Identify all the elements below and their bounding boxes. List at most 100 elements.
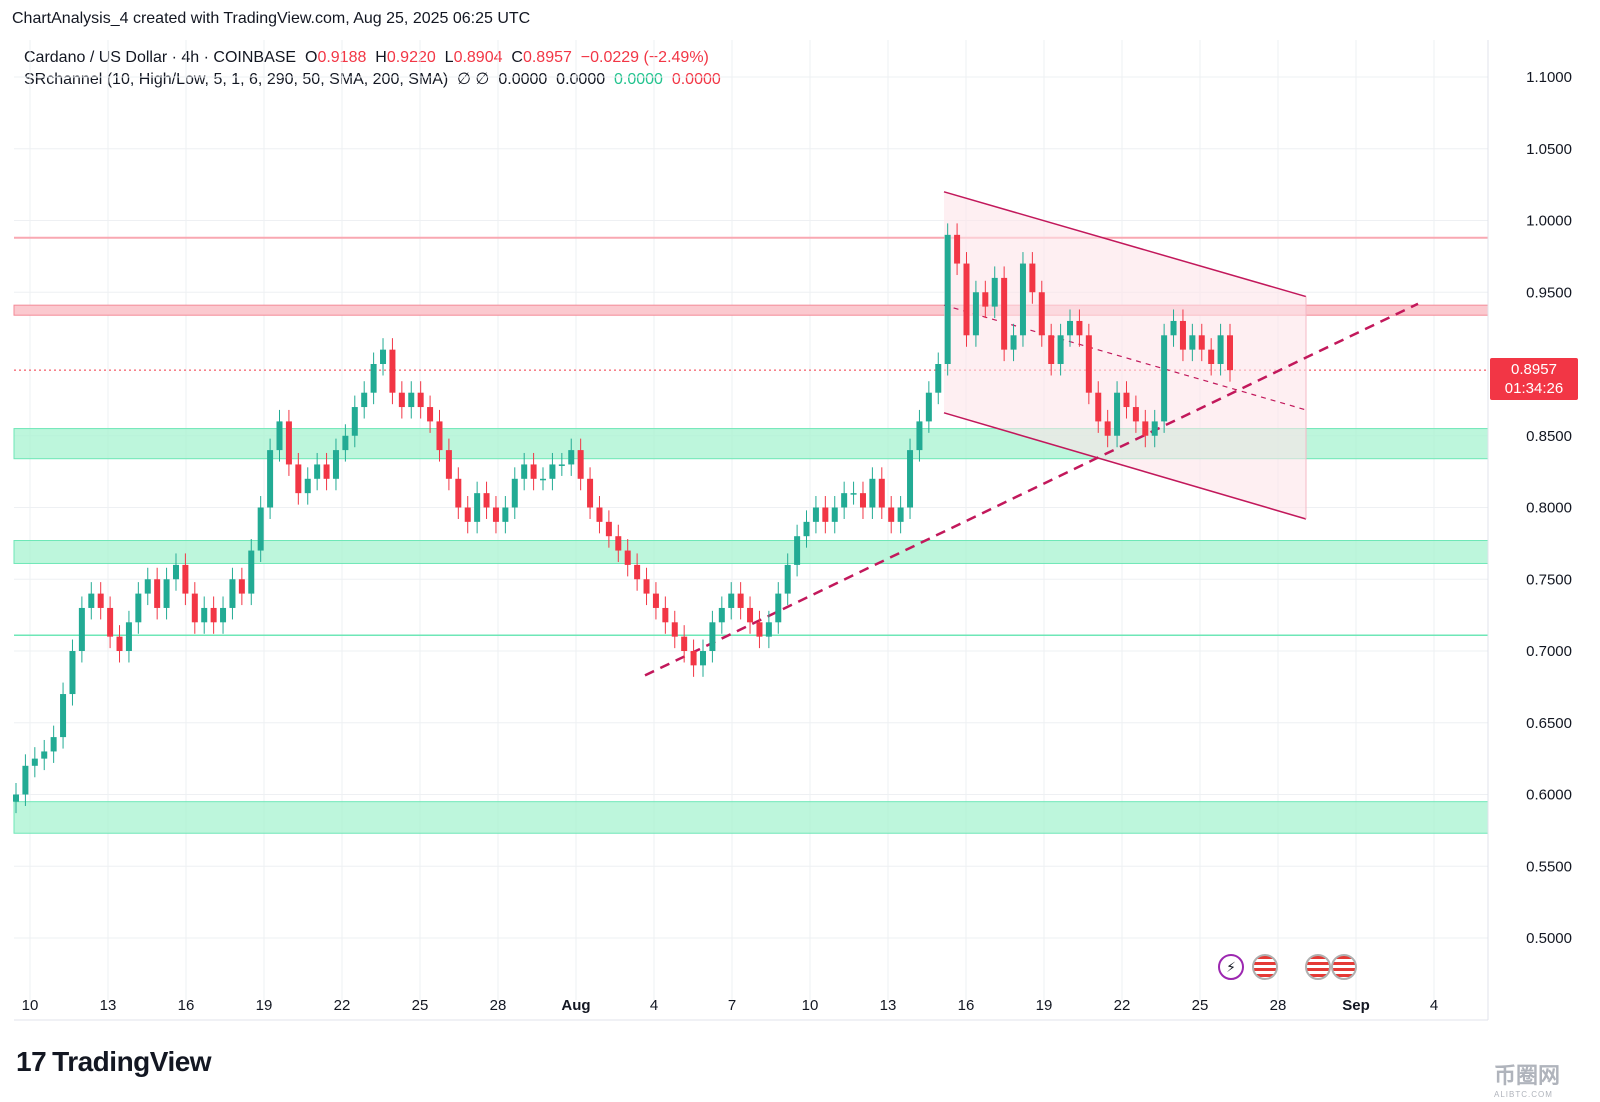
candle-body (1217, 335, 1224, 364)
candle-body (248, 550, 255, 594)
us-flag-event-icon[interactable] (1252, 954, 1278, 980)
candle-body (1189, 335, 1196, 350)
candle-body (925, 392, 932, 422)
candle-body (511, 478, 518, 508)
candle-body (935, 364, 942, 393)
candle-body (172, 564, 179, 580)
candle-body (605, 521, 612, 537)
candle-body (474, 493, 481, 522)
y-tick-label: 0.7500 (1526, 571, 1572, 588)
candle-body (652, 593, 659, 608)
rising-trendline (644, 302, 1419, 677)
candle-body (812, 507, 819, 522)
candle-body (380, 349, 387, 364)
change-value: −0.0229 (−2.49%) (580, 49, 709, 66)
candle-body (88, 593, 95, 608)
candle-body (361, 392, 368, 408)
candle-body (97, 593, 104, 608)
candle-body (1019, 263, 1026, 336)
x-tick-label: Sep (1342, 997, 1370, 1014)
candle-body (22, 765, 29, 795)
candle-body (747, 607, 754, 623)
x-tick-label: 19 (256, 997, 273, 1014)
y-tick-label: 0.5000 (1526, 930, 1572, 947)
candle-body (276, 421, 283, 451)
x-tick-label: 16 (178, 997, 195, 1014)
candle-body (455, 478, 462, 508)
candle-body (144, 579, 151, 594)
x-tick-label: 13 (100, 997, 117, 1014)
candle-body (1048, 335, 1055, 364)
candle-body (342, 435, 349, 451)
candle-body (1029, 263, 1036, 293)
candle-body (540, 478, 547, 481)
x-tick-label: 22 (1114, 997, 1131, 1014)
candle-body (1104, 421, 1111, 436)
candle-body (822, 507, 829, 522)
candle-body (314, 464, 321, 479)
indicator-value-4: 0.0000 (671, 71, 721, 88)
candle-body (549, 464, 556, 479)
candle-countdown: 01:34:26 (1504, 380, 1564, 397)
candle-body (220, 607, 227, 623)
indicator-visibility-icon[interactable]: ∅ ∅ (457, 71, 490, 88)
candle-body (982, 292, 989, 307)
candle-body (850, 493, 857, 495)
candle-body (464, 507, 471, 522)
candle-body (201, 607, 208, 623)
candle-body (615, 536, 622, 551)
y-tick-label: 0.8000 (1526, 500, 1572, 517)
candle-body (408, 392, 415, 408)
lightning-event-icon[interactable]: ⚡ (1218, 954, 1244, 980)
candle-body (521, 464, 528, 479)
candle-body (50, 737, 57, 752)
x-tick-label: 4 (1430, 997, 1438, 1014)
y-tick-label: 0.9500 (1526, 284, 1572, 301)
candle-body (888, 507, 895, 522)
y-tick-label: 0.6500 (1526, 715, 1572, 732)
candle-body (794, 536, 801, 565)
open-label: O (304, 49, 318, 66)
candle-body (972, 292, 979, 336)
us-flag-event-icon[interactable] (1331, 954, 1357, 980)
candle-body (492, 507, 499, 522)
us-flag-event-icon[interactable] (1305, 954, 1331, 980)
indicator-value-3: 0.0000 (614, 71, 663, 88)
x-tick-label: 22 (334, 997, 351, 1014)
watermark-text: 币圈网 (1494, 1063, 1561, 1088)
candle-body (417, 392, 424, 408)
y-tick-label: 1.1000 (1526, 69, 1572, 86)
x-tick-label: 25 (412, 997, 429, 1014)
close-label: C (511, 49, 523, 66)
candle-body (709, 622, 716, 651)
candle-body (107, 607, 114, 637)
candle-body (530, 464, 537, 479)
candle-body (78, 607, 85, 651)
candle-body (41, 751, 48, 759)
candle-body (191, 593, 198, 623)
candle-body (502, 507, 509, 522)
y-tick-label: 1.0000 (1526, 213, 1572, 230)
tradingview-logo[interactable]: 17 TradingView (16, 1046, 212, 1078)
watermark: 币圈网 ALIBTC.COM (1494, 1058, 1560, 1099)
channel-fill (944, 191, 1306, 519)
x-tick-label: 10 (22, 997, 39, 1014)
low-value: 0.8904 (453, 49, 503, 66)
x-tick-label: 28 (490, 997, 507, 1014)
candle-body (163, 579, 170, 608)
candle-body (1057, 335, 1064, 364)
candle-body (671, 622, 678, 637)
candle-body (436, 421, 443, 451)
y-tick-label: 0.5500 (1526, 858, 1572, 875)
candle-body (257, 507, 264, 551)
support-zone (13, 801, 1489, 834)
candle-body (285, 421, 292, 465)
candle-body (634, 564, 641, 580)
candle-body (1067, 320, 1074, 336)
candle-body (332, 450, 339, 479)
symbol-label: Cardano / US Dollar · 4h · COINBASE (24, 49, 297, 66)
candle-body (370, 364, 377, 393)
candle-body (587, 478, 594, 508)
candle-body (991, 277, 998, 307)
